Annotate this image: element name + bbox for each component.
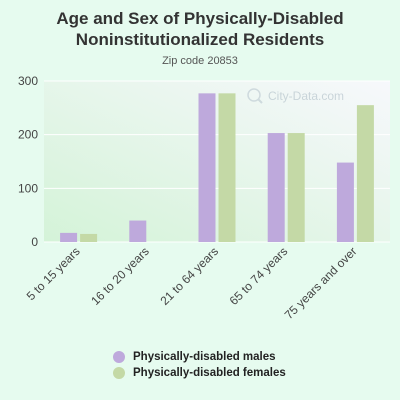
x-tick-label: 65 to 74 years (227, 244, 291, 308)
bar-males (198, 93, 216, 243)
watermark: City-Data.com (247, 88, 344, 104)
y-axis: 0 100 200 300 (18, 74, 38, 249)
bars (60, 93, 374, 243)
bar-males (336, 162, 354, 242)
chart-title: Age and Sex of Physically-Disabled Nonin… (56, 9, 344, 49)
legend-item-males: Physically-disabled males (113, 349, 286, 365)
y-tick-label: 0 (31, 235, 38, 249)
plot-area (44, 81, 390, 242)
x-tick-label: 21 to 64 years (157, 244, 221, 308)
bar-females (218, 93, 236, 243)
y-tick-label: 100 (18, 181, 38, 195)
legend-swatch-males (113, 351, 125, 363)
y-tick-label: 200 (18, 128, 38, 142)
legend-label-males: Physically-disabled males (133, 351, 276, 363)
y-tick-label: 300 (18, 74, 38, 88)
bar-females (80, 233, 98, 242)
bar-males (267, 133, 285, 242)
x-tick-label: 75 years and over (282, 244, 360, 322)
legend-label-females: Physically-disabled females (133, 367, 286, 379)
bar-females (287, 133, 305, 242)
bar-males (129, 220, 147, 242)
x-tick-label: 16 to 20 years (88, 244, 152, 308)
legend-swatch-females (113, 367, 125, 379)
svg-text:City-Data.com: City-Data.com (268, 89, 344, 103)
x-axis: 5 to 15 years 16 to 20 years 21 to 64 year… (24, 244, 360, 322)
legend-item-females: Physically-disabled females (113, 365, 286, 381)
x-tick-label: 5 to 15 years (24, 244, 83, 303)
grid-lines (44, 80, 390, 243)
bar-females (356, 105, 374, 243)
bar-males (60, 232, 78, 242)
chart-subtitle: Zip code 20853 (162, 55, 238, 67)
legend: Physically-disabled males Physically-dis… (113, 349, 286, 381)
